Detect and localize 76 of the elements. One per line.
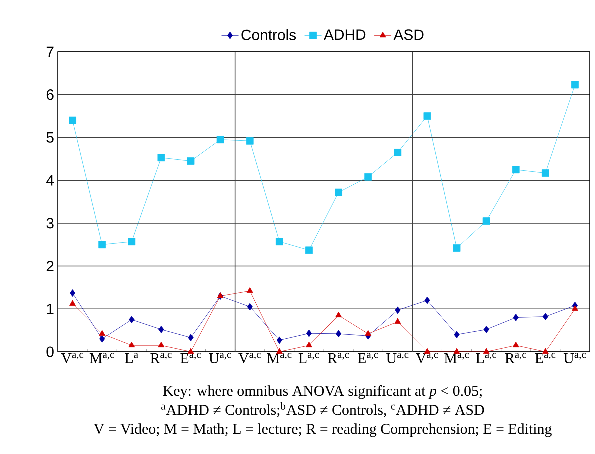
point — [336, 330, 342, 338]
x-tick-label: E$^{a,c}$ — [535, 353, 556, 364]
text: V = Video; M = Math; L = lecture; R = reading Comprehension; E = Editing — [94, 424, 552, 438]
x-tick-label: L$^{a}$ — [125, 353, 138, 364]
point — [70, 300, 76, 306]
point — [247, 303, 253, 311]
point — [246, 137, 254, 145]
point — [158, 154, 166, 162]
legend-label: Controls — [242, 29, 296, 40]
point — [336, 312, 342, 318]
point — [482, 218, 490, 225]
point — [484, 326, 490, 334]
point — [424, 296, 430, 304]
x-tick-label: E$^{a,c}$ — [180, 353, 201, 364]
y-tick-label: 5 — [46, 132, 54, 143]
y-tick-label: 3 — [46, 218, 54, 229]
point — [394, 149, 402, 156]
point — [512, 342, 520, 348]
point — [335, 188, 342, 196]
x-tick-label: R$^{a,c}$ — [328, 353, 350, 364]
point — [99, 330, 106, 336]
x-tick-label: V$^{a,c}$ — [61, 353, 84, 364]
point — [100, 335, 106, 343]
x-tick-label: U$^{a,c}$ — [209, 353, 232, 364]
y-tick-label: 6 — [46, 90, 54, 100]
y-tick-label: 1 — [47, 304, 54, 314]
point — [216, 136, 224, 144]
point — [454, 331, 460, 339]
point — [187, 158, 195, 165]
point — [129, 316, 135, 324]
point — [424, 112, 432, 120]
x-tick-label: L$^{a,c}$ — [298, 353, 320, 364]
point — [512, 166, 520, 174]
y-tick-label: 0 — [46, 346, 54, 358]
point — [572, 305, 578, 312]
x-tick-label: V$^{a,c}$ — [238, 353, 261, 364]
point — [128, 238, 136, 246]
x-tick-label: R$^{a,c}$ — [505, 353, 526, 364]
x-tick-label: L$^{a,c}$ — [476, 353, 496, 364]
point — [542, 170, 550, 177]
x-tick-label: M$^{a,c}$ — [267, 353, 292, 364]
point — [306, 330, 312, 338]
x-tick-label: U$^{a,c}$ — [564, 353, 586, 364]
point — [364, 173, 372, 181]
point — [394, 318, 402, 324]
point — [188, 334, 194, 342]
text: $^{a}$ADHD ≠ Controls;$^{b}$ASD ≠ Controls, $^{c}$ADHD ≠ ASD — [162, 402, 484, 418]
x-tick-label: R$^{a,c}$ — [150, 353, 172, 364]
point — [98, 241, 106, 249]
point — [276, 238, 284, 246]
y-tick-label: 4 — [46, 175, 54, 186]
point — [306, 246, 313, 254]
point — [158, 326, 164, 334]
x-tick-label: U$^{a,c}$ — [386, 353, 409, 364]
y-tick-label: 2 — [46, 261, 54, 272]
point — [365, 330, 372, 336]
point — [276, 336, 282, 344]
point — [572, 81, 579, 89]
text: Key: where omnibus ANOVA significant at p < 0.05; — [163, 385, 482, 400]
point — [306, 342, 312, 348]
legend-label: ADHD — [324, 30, 366, 40]
point — [513, 314, 519, 322]
x-tick-label: E$^{a,c}$ — [358, 353, 378, 364]
point — [453, 244, 461, 252]
point — [395, 306, 401, 314]
point — [128, 342, 136, 348]
legend-label: ASD — [394, 30, 424, 40]
y-tick-label: 7 — [46, 46, 54, 58]
x-tick-label: M$^{a,c}$ — [444, 353, 470, 364]
point — [542, 313, 548, 321]
x-tick-label: M$^{a,c}$ — [90, 353, 114, 364]
point — [69, 116, 76, 124]
x-tick-label: V$^{a,c}$ — [416, 353, 438, 364]
point — [158, 342, 165, 348]
point — [246, 287, 254, 294]
point — [70, 290, 76, 297]
